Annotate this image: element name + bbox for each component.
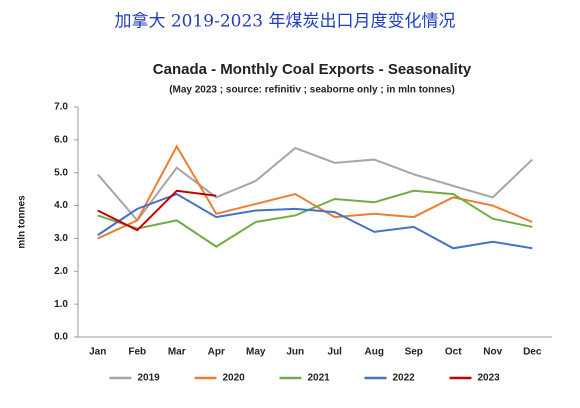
y-tick-label: 2.0 xyxy=(54,266,68,277)
x-tick-label: Dec xyxy=(523,347,542,358)
y-tick-label: 3.0 xyxy=(54,233,68,244)
y-tick-label: 6.0 xyxy=(54,134,68,145)
series-line xyxy=(97,144,533,240)
x-tick-label: Jan xyxy=(89,347,106,358)
legend-label: 2023 xyxy=(478,373,501,384)
y-tick-label: 4.0 xyxy=(54,200,68,211)
x-tick-label: May xyxy=(246,347,266,358)
x-tick-label: Apr xyxy=(208,347,225,358)
series-line xyxy=(97,189,533,248)
series-line xyxy=(97,189,217,232)
x-tick-label: Nov xyxy=(483,347,502,358)
legend-label: 2020 xyxy=(223,373,246,384)
y-tick-label: 1.0 xyxy=(54,299,68,310)
y-tick-label: 7.0 xyxy=(54,102,68,113)
x-tick-label: Feb xyxy=(128,347,146,358)
chart-subtitle: (May 2023 ; source: refinitiv ; seaborne… xyxy=(169,85,455,96)
y-axis-label: mln tonnes xyxy=(17,195,28,249)
chart-title: Canada - Monthly Coal Exports - Seasonal… xyxy=(153,61,472,78)
x-tick-label: Aug xyxy=(365,347,384,358)
y-tick-label: 0.0 xyxy=(54,332,68,343)
x-tick-label: Oct xyxy=(445,347,462,358)
x-tick-label: Jul xyxy=(328,347,343,358)
y-tick-label: 5.0 xyxy=(54,167,68,178)
x-tick-label: Sep xyxy=(405,347,423,358)
x-tick-label: Mar xyxy=(168,347,186,358)
legend-label: 2019 xyxy=(138,373,161,384)
x-tick-label: Jun xyxy=(286,347,304,358)
legend-label: 2021 xyxy=(308,373,331,384)
page-heading: 加拿大 2019-2023 年煤炭出口月度变化情况 xyxy=(114,11,455,32)
legend-label: 2022 xyxy=(393,373,416,384)
series-line xyxy=(96,146,533,222)
